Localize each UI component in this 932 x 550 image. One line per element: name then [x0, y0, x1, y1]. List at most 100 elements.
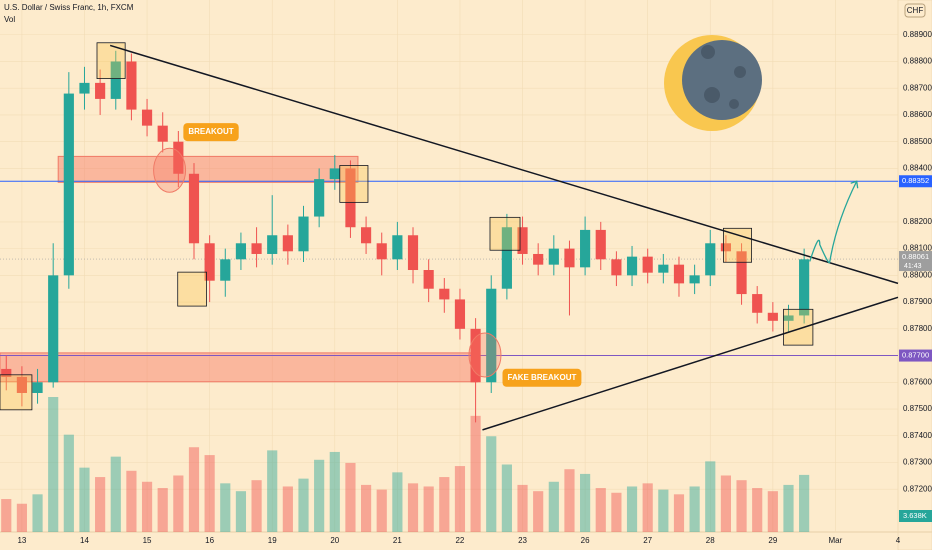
candle-body [32, 382, 43, 393]
candle-body [267, 235, 278, 254]
highlight-box [177, 271, 207, 307]
volume-bar [673, 494, 685, 532]
volume-bar [48, 397, 59, 532]
volume-bar [204, 455, 215, 532]
candle-body [204, 243, 215, 281]
candle-body [157, 125, 168, 142]
y-tick-label: 0.88900 [903, 30, 932, 39]
trendline [109, 44, 899, 285]
candle-body [626, 256, 638, 276]
candle-body [1, 368, 12, 377]
candle-body [407, 235, 419, 271]
volume-bar [329, 451, 340, 532]
volume-label: 3.638K [903, 511, 927, 520]
x-tick-label: 27 [643, 536, 652, 545]
candle-body [110, 61, 121, 99]
zone [57, 155, 359, 183]
volume-bar [642, 483, 653, 532]
trendline [482, 296, 899, 431]
candle-body [392, 235, 403, 260]
volume-bar [470, 415, 481, 532]
candle-body [454, 299, 466, 329]
x-tick-label: 28 [706, 536, 715, 545]
highlight-box [0, 374, 33, 411]
x-tick-label: Mar [829, 536, 843, 545]
candle-body [689, 275, 700, 284]
candle-body [141, 109, 153, 126]
annotation-box [183, 123, 239, 142]
x-tick-label: 23 [518, 536, 527, 545]
volume-bar [564, 469, 575, 532]
moon [664, 35, 762, 131]
x-tick-label: 22 [455, 536, 464, 545]
level-label: 0.88352 [902, 176, 929, 185]
crater [701, 45, 715, 59]
candle-body [548, 248, 559, 265]
x-tick-label: 15 [143, 536, 152, 545]
candle-body [486, 288, 497, 383]
x-tick-label: 14 [80, 536, 89, 545]
volume-bar [345, 462, 356, 532]
candle-body [767, 312, 778, 321]
breakout-circle [153, 147, 187, 193]
currency[interactable]: CHF [907, 6, 924, 15]
candle-body [642, 256, 653, 273]
candle-body [16, 376, 27, 393]
candle-body [439, 288, 450, 300]
y-tick-label: 0.87600 [903, 377, 932, 386]
volume-bar [95, 477, 106, 532]
level-label-box [899, 349, 932, 362]
current-price-label: 0.88061 [902, 252, 929, 261]
volume-bar [548, 481, 559, 532]
volume-bar [720, 475, 731, 532]
volume-bar [220, 483, 231, 532]
candle-body [314, 179, 325, 217]
level-label: 0.87700 [902, 351, 929, 360]
volume-bar [517, 484, 528, 532]
volume-bar [63, 434, 74, 532]
x-tick-label: 20 [330, 536, 339, 545]
chart-title: U.S. Dollar / Swiss Franc, 1h, FXCM [4, 3, 134, 12]
volume-bar [580, 473, 591, 532]
arrow-head [850, 180, 859, 189]
x-tick-label: 4 [896, 536, 901, 545]
crater [734, 66, 746, 78]
countdown: 41:43 [904, 263, 922, 270]
y-tick-label: 0.87900 [903, 297, 932, 306]
x-tick-label: 29 [768, 536, 777, 545]
volume-bar [314, 459, 325, 532]
projection [809, 180, 858, 264]
volume-label-box [899, 510, 932, 522]
currency-box[interactable] [904, 3, 926, 18]
volume-bar [188, 447, 200, 532]
volume-bar [298, 478, 309, 532]
level-label-box [899, 175, 932, 188]
y-tick-label: 0.88700 [903, 83, 932, 92]
candle-body [282, 235, 293, 252]
x-tick-label: 26 [581, 536, 590, 545]
y-tick-label: 0.87500 [903, 404, 932, 413]
volume-bar [376, 489, 387, 532]
candle-body [329, 168, 340, 180]
candle-body [360, 227, 372, 244]
y-tick-label: 0.88400 [903, 164, 932, 173]
highlight-box [723, 227, 752, 263]
volume-bar [173, 475, 184, 532]
candle-body [79, 82, 90, 94]
crater [704, 87, 720, 103]
volume-bar [486, 436, 497, 532]
candle-body [673, 264, 685, 284]
highlight-box [339, 165, 369, 203]
annotation-box [502, 368, 582, 387]
volume-bar [533, 491, 544, 532]
y-tick-label: 0.87200 [903, 484, 932, 493]
annotation-text: BREAKOUT [188, 127, 233, 136]
candle-body [595, 229, 606, 260]
volume-bar [595, 488, 606, 532]
candle-body [345, 168, 356, 228]
breakout-circle [468, 332, 502, 378]
y-tick-label: 0.88000 [903, 270, 932, 279]
candle-body [126, 61, 137, 110]
